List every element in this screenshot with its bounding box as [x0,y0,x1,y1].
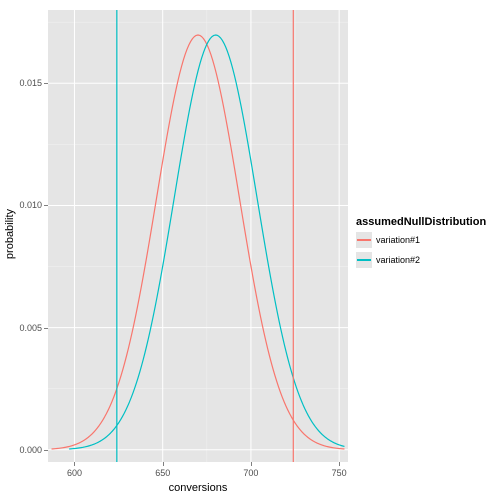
y-tick-label: 0.010 [19,200,42,210]
x-tick-label: 750 [332,468,347,478]
legend: assumedNullDistribution variation#1 varia… [356,216,486,268]
x-tick-label: 650 [155,468,170,478]
density-curve [52,35,345,449]
x-axis-label: conversions [48,482,348,494]
x-tick [339,462,340,466]
legend-label: variation#2 [376,255,420,265]
y-tick-label: 0.015 [19,78,42,88]
x-tick-label: 600 [67,468,82,478]
plot-svg [48,10,348,462]
y-tick [44,450,48,451]
y-axis-label: probability [4,8,16,460]
y-tick [44,83,48,84]
x-tick [163,462,164,466]
x-tick-label: 700 [243,468,258,478]
y-tick [44,328,48,329]
y-tick [44,205,48,206]
y-tick-label: 0.000 [19,445,42,455]
x-tick [251,462,252,466]
legend-key [356,232,372,248]
legend-item: variation#1 [356,232,486,248]
legend-title: assumedNullDistribution [356,216,486,228]
plot-panel [48,10,348,462]
legend-item: variation#2 [356,252,486,268]
x-tick [74,462,75,466]
legend-key [356,252,372,268]
legend-label: variation#1 [376,235,420,245]
y-tick-label: 0.005 [19,323,42,333]
chart-container: probability conversions assumedNullDistr… [0,0,504,504]
